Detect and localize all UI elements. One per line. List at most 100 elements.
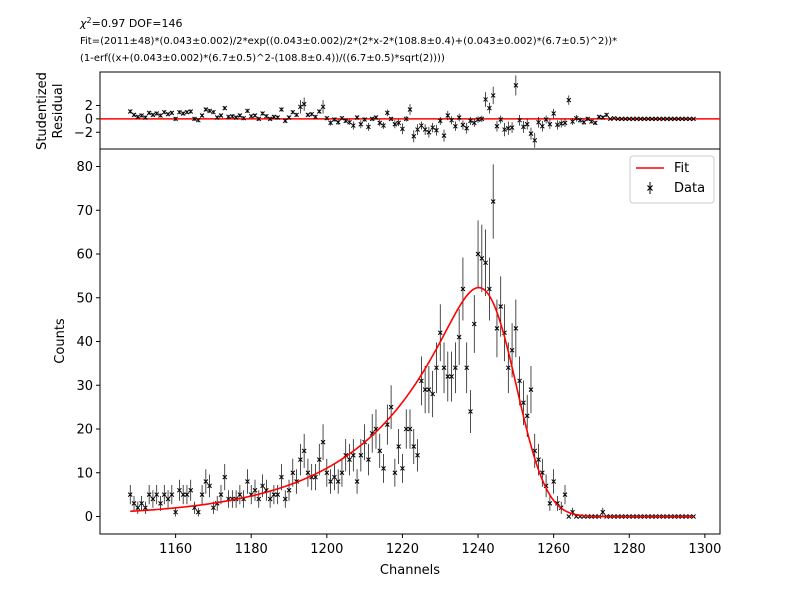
main-ytick-label: 80 xyxy=(76,160,93,175)
data-point xyxy=(600,507,606,517)
residual-point xyxy=(173,116,178,122)
main-axes-frame xyxy=(99,148,721,535)
data-point xyxy=(453,342,458,394)
residual-point xyxy=(260,111,265,116)
data-point xyxy=(218,485,224,505)
data-point xyxy=(437,304,443,362)
residual-point xyxy=(581,119,587,125)
residual-point xyxy=(566,95,572,105)
residual-point xyxy=(691,116,696,122)
data-point xyxy=(139,495,144,511)
residual-point xyxy=(177,109,182,115)
residual-point xyxy=(286,115,292,120)
data-point xyxy=(377,433,383,468)
residual-point xyxy=(528,127,534,140)
residual-point xyxy=(290,109,296,115)
fit-formula-line2: (1-erf((x+(0.043±0.002)*(6.7±0.5)^2-(108… xyxy=(80,53,445,64)
residual-point xyxy=(687,116,693,122)
data-point xyxy=(468,390,473,433)
residual-point xyxy=(332,117,337,122)
data-point xyxy=(222,464,228,491)
data-point xyxy=(173,507,178,517)
data-point xyxy=(286,479,292,501)
data-point xyxy=(566,514,572,519)
main-ytick-label: 0 xyxy=(85,510,93,525)
residual-point xyxy=(532,132,538,148)
data-point xyxy=(388,385,394,429)
residual-point xyxy=(131,112,137,118)
residual-point xyxy=(214,115,220,120)
residual-point xyxy=(328,120,333,126)
residual-point xyxy=(615,116,621,122)
legend-data-label: Data xyxy=(674,181,705,196)
residual-point xyxy=(441,129,447,142)
data-point xyxy=(418,356,424,406)
data-point xyxy=(555,495,560,511)
residual-point xyxy=(589,119,594,124)
data-point xyxy=(158,495,163,511)
residual-point xyxy=(437,116,443,125)
residual-point xyxy=(362,117,367,122)
residual-point xyxy=(547,119,553,129)
residual-point xyxy=(460,120,466,130)
residual-point xyxy=(536,116,541,128)
residual-point xyxy=(668,116,674,122)
data-point xyxy=(180,485,186,505)
residual-point xyxy=(634,116,640,122)
residual-point xyxy=(184,109,190,115)
data-point xyxy=(434,342,439,394)
residual-point xyxy=(672,116,677,122)
data-point xyxy=(127,485,133,505)
data-point xyxy=(207,474,212,498)
data-point xyxy=(203,469,209,494)
data-point xyxy=(347,443,352,476)
data-point xyxy=(199,485,205,505)
data-point xyxy=(184,485,190,505)
residual-point xyxy=(555,120,560,130)
legend: Fit Data xyxy=(629,155,715,204)
residual-point xyxy=(400,123,405,135)
residual-point xyxy=(479,115,485,123)
main-xtick-label: 1180 xyxy=(235,542,268,557)
residual-point xyxy=(562,118,568,127)
residual-point xyxy=(343,118,349,124)
residual-point xyxy=(509,122,515,133)
data-point xyxy=(192,501,197,514)
residual-point xyxy=(169,110,175,116)
residual-point xyxy=(313,114,318,120)
residual-point xyxy=(676,116,681,122)
residual-point xyxy=(415,124,420,135)
residual-point xyxy=(275,115,281,120)
residual-point xyxy=(301,97,307,111)
main-xlabel: Channels xyxy=(380,563,440,578)
main-ytick-label: 20 xyxy=(76,423,93,438)
data-point xyxy=(169,485,175,505)
main-ylabel: Counts xyxy=(53,318,68,364)
residual-point xyxy=(358,120,364,129)
data-point xyxy=(411,429,417,464)
residual-point xyxy=(282,118,288,124)
main-xtick-label: 1240 xyxy=(462,542,495,557)
data-point xyxy=(146,485,152,505)
data-point xyxy=(354,469,360,494)
residual-point xyxy=(199,113,205,118)
chi-squared-label: χ2=0.97 DOF=146 xyxy=(79,16,182,31)
data-point xyxy=(316,443,322,476)
data-point xyxy=(339,458,345,487)
data-point xyxy=(366,443,371,476)
residual-point xyxy=(494,120,500,132)
residual-point xyxy=(543,115,549,124)
residual-point xyxy=(188,109,194,114)
residual-point xyxy=(392,120,398,129)
data-point xyxy=(241,490,247,508)
residual-point xyxy=(521,120,526,133)
residual-point xyxy=(366,122,371,131)
data-point xyxy=(335,469,341,494)
main-ytick-label: 30 xyxy=(76,379,93,394)
residual-ytick-label: 0 xyxy=(85,112,93,127)
residual-point xyxy=(551,108,557,119)
residual-point xyxy=(143,115,148,120)
data-point xyxy=(392,458,398,487)
residual-point xyxy=(347,119,352,125)
